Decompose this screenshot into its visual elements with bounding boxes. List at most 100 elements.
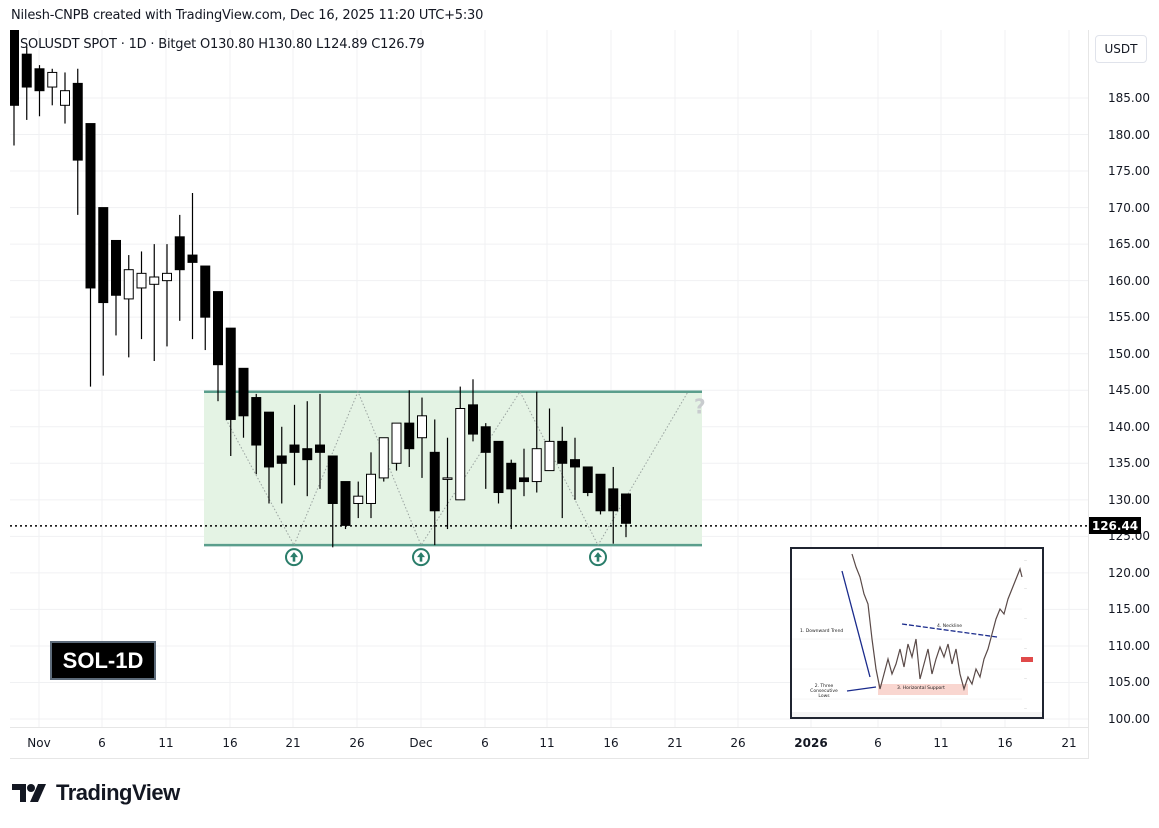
candle[interactable] <box>98 207 109 376</box>
time-tick: 6 <box>874 736 882 750</box>
candle[interactable] <box>595 473 606 515</box>
candle[interactable] <box>34 65 45 117</box>
price-tick: 140.00 <box>1108 419 1150 434</box>
candle[interactable] <box>391 422 402 471</box>
time-tick: 21 <box>285 736 301 750</box>
inset-label-horizontal-support: 3. Horizontal Support <box>897 686 945 691</box>
chart-label: SOL-1D <box>50 641 156 680</box>
candle[interactable] <box>85 123 96 387</box>
svg-text:—: — <box>1024 676 1027 680</box>
candle[interactable] <box>366 452 376 519</box>
candle[interactable] <box>21 46 32 120</box>
candle[interactable] <box>378 437 389 482</box>
candle[interactable] <box>10 30 19 146</box>
time-tick: 16 <box>603 736 619 750</box>
price-tick: 105.00 <box>1108 675 1150 690</box>
tradingview-wordmark: TradingView <box>56 780 180 805</box>
svg-text:—: — <box>1024 558 1027 562</box>
candle[interactable] <box>557 426 568 519</box>
inset-chart: — — — — — — <box>792 549 1042 717</box>
candle[interactable] <box>162 244 172 347</box>
candle[interactable] <box>251 393 262 475</box>
candle[interactable] <box>417 397 427 478</box>
candle[interactable] <box>225 327 236 456</box>
candle[interactable] <box>404 390 415 467</box>
candle[interactable] <box>493 440 504 504</box>
price-tick: 135.00 <box>1108 456 1150 471</box>
candle[interactable] <box>519 448 529 497</box>
candle[interactable] <box>187 192 198 340</box>
candle[interactable] <box>340 481 351 530</box>
range-box[interactable] <box>204 391 702 546</box>
time-tick: 21 <box>1061 736 1077 750</box>
time-tick: 6 <box>481 736 489 750</box>
time-tick: 2026 <box>794 736 828 750</box>
candle[interactable] <box>47 68 58 106</box>
price-tick: 185.00 <box>1108 91 1150 105</box>
candle[interactable] <box>149 244 160 362</box>
candle[interactable] <box>213 291 223 402</box>
candle[interactable] <box>264 411 274 504</box>
candle[interactable] <box>136 251 147 340</box>
time-tick: Nov <box>27 736 51 750</box>
tradingview-logo[interactable]: TradingView <box>12 780 180 806</box>
price-tick: 165.00 <box>1108 237 1150 252</box>
candle[interactable] <box>238 367 249 438</box>
pattern-reference-inset: — — — — — — 1. Downward Trend 2. Three Consec… <box>790 547 1044 719</box>
candle[interactable] <box>72 68 83 215</box>
candle[interactable] <box>60 72 70 124</box>
candle[interactable] <box>531 391 542 493</box>
candle[interactable] <box>570 437 580 500</box>
price-axis[interactable]: 185.00 180.00 175.00 170.00 165.00 160.00 155.… <box>1088 30 1159 727</box>
candle[interactable] <box>123 255 134 358</box>
price-chart[interactable]: ? <box>10 30 1088 727</box>
svg-text:—: — <box>1024 616 1027 620</box>
candle[interactable] <box>200 265 211 351</box>
candle[interactable] <box>276 426 287 504</box>
svg-text:—: — <box>1024 586 1027 590</box>
svg-text:—: — <box>1024 706 1027 710</box>
tradingview-logo-icon <box>12 784 46 802</box>
currency-button[interactable]: USDT <box>1095 35 1147 63</box>
price-tick: 170.00 <box>1108 200 1150 215</box>
candle[interactable] <box>315 393 325 489</box>
candles[interactable] <box>10 30 631 548</box>
candle[interactable] <box>582 466 593 497</box>
inset-label-neckline: 4. Neckline <box>937 624 963 629</box>
candle[interactable] <box>327 455 338 548</box>
candle[interactable] <box>353 481 364 519</box>
chart-credit: Nilesh-CNPB created with TradingView.com… <box>11 8 484 23</box>
time-tick: 26 <box>349 736 365 750</box>
price-tick: 180.00 <box>1108 127 1150 142</box>
candle[interactable] <box>455 386 466 501</box>
symbol-legend[interactable]: SOLUSDT SPOT · 1D · Bitget O130.80 H130.… <box>20 37 425 52</box>
price-tick: 160.00 <box>1108 273 1150 288</box>
candle[interactable] <box>302 401 313 497</box>
time-tick: 11 <box>933 736 949 750</box>
time-tick: Dec <box>409 736 433 750</box>
time-tick: 11 <box>539 736 555 750</box>
support-arrow-icon <box>412 548 430 567</box>
time-tick: 16 <box>997 736 1013 750</box>
candle[interactable] <box>174 214 185 321</box>
price-tick: 110.00 <box>1108 638 1150 653</box>
price-tick: 120.00 <box>1108 565 1150 580</box>
time-tick: 26 <box>730 736 746 750</box>
price-tick: 150.00 <box>1108 346 1150 361</box>
candle[interactable] <box>468 379 478 442</box>
price-tick: 145.00 <box>1108 383 1150 398</box>
candle[interactable] <box>111 239 121 336</box>
inset-label-downward-trend: 1. Downward Trend <box>800 629 844 634</box>
price-tick: 115.00 <box>1108 602 1150 617</box>
price-tick: 175.00 <box>1108 164 1150 179</box>
candle[interactable] <box>480 423 491 489</box>
candle[interactable] <box>289 404 300 486</box>
time-tick: 16 <box>222 736 238 750</box>
time-axis[interactable]: Nov 6 11 16 21 26 Dec 6 11 16 21 26 2026 6 11 16 21 <box>10 727 1088 759</box>
candle[interactable] <box>506 459 517 530</box>
candle[interactable] <box>608 466 619 544</box>
candle[interactable] <box>429 419 440 546</box>
candle[interactable] <box>621 493 631 538</box>
candle[interactable] <box>442 437 453 530</box>
candle[interactable] <box>544 408 555 472</box>
